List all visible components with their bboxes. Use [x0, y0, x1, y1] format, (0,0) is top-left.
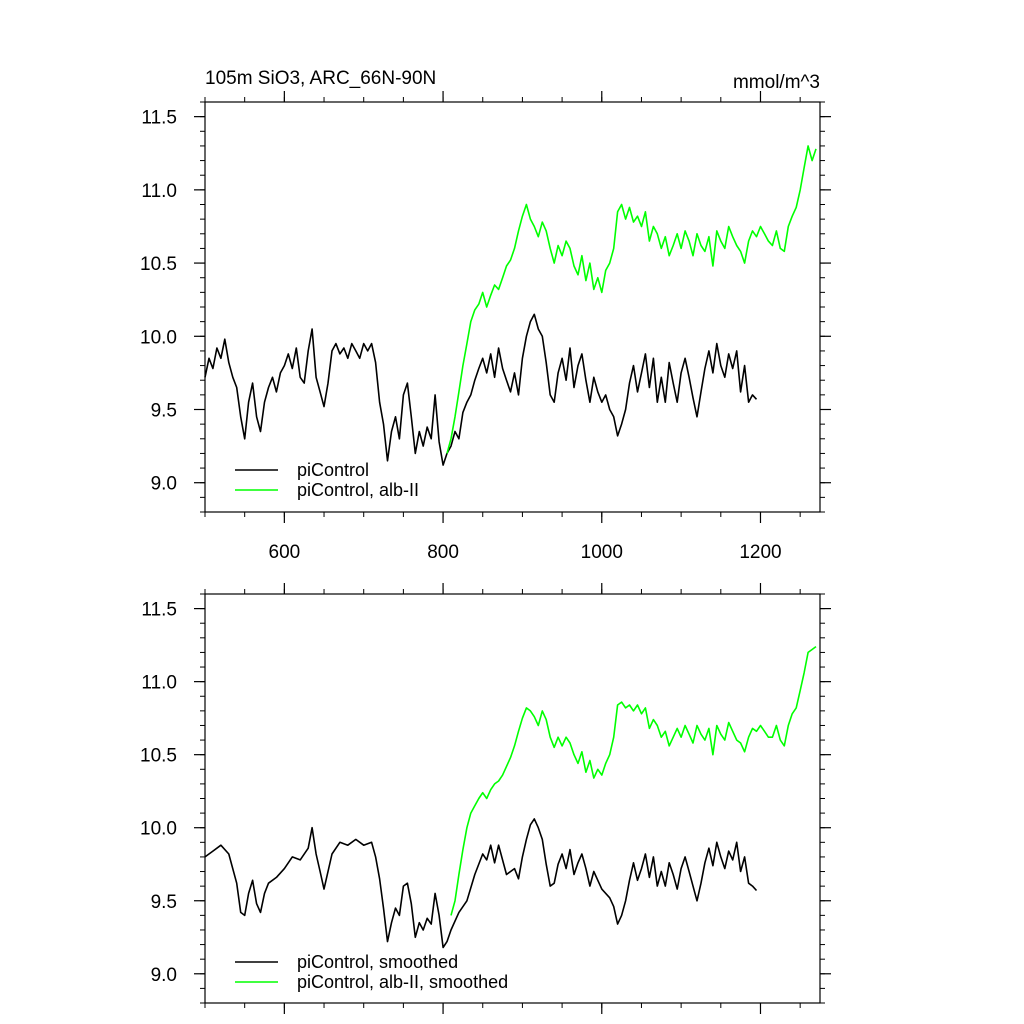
bottom-panel: 9.0 9.5 10.0 10.5 11.0 11.5 piControl, smoothe… — [140, 583, 831, 1014]
legend-label-1: piControl, alb-II — [297, 480, 419, 500]
y-tick-label: 10.5 — [140, 254, 177, 275]
y-tick-label: 11.5 — [141, 108, 177, 129]
y-tick-label: 10.5 — [140, 746, 177, 767]
y-tick-label: 11.0 — [141, 181, 177, 202]
series-line-0 — [204, 818, 758, 949]
legend-label-0: piControl — [297, 460, 369, 480]
y-tick-label: 9.5 — [151, 892, 177, 913]
top-panel-title-right: mmol/m^3 — [733, 72, 820, 93]
x-tick-label: 1200 — [739, 542, 781, 563]
x-tick-label: 1000 — [581, 542, 623, 563]
series-line-1 — [446, 145, 817, 454]
series-line-0 — [204, 313, 758, 466]
y-tick-label: 11.0 — [141, 673, 177, 694]
y-tick-label: 9.0 — [151, 965, 177, 986]
top-panel: 105m SiO3, ARC_66N-90N mmol/m^3 600 800 10… — [140, 68, 831, 563]
series-line-1 — [450, 645, 817, 916]
top-plot-area: 600 800 1000 1200 9.0 9.5 10.0 10.5 11.0 11.5 piCo… — [140, 91, 831, 563]
legend-label-1: piControl, alb-II, smoothed — [297, 972, 508, 992]
x-tick-label: 600 — [269, 542, 301, 563]
top-panel-title-left: 105m SiO3, ARC_66N-90N — [205, 68, 436, 89]
bottom-plot-area: 9.0 9.5 10.0 10.5 11.0 11.5 piControl, smoothe… — [140, 583, 831, 1014]
y-tick-label: 9.5 — [151, 401, 177, 422]
y-tick-label: 11.5 — [141, 600, 177, 621]
y-tick-label: 10.0 — [140, 327, 177, 348]
y-tick-label: 10.0 — [140, 819, 177, 840]
legend-label-0: piControl, smoothed — [297, 952, 458, 972]
y-tick-label: 9.0 — [151, 474, 177, 495]
x-tick-label: 800 — [427, 542, 459, 563]
